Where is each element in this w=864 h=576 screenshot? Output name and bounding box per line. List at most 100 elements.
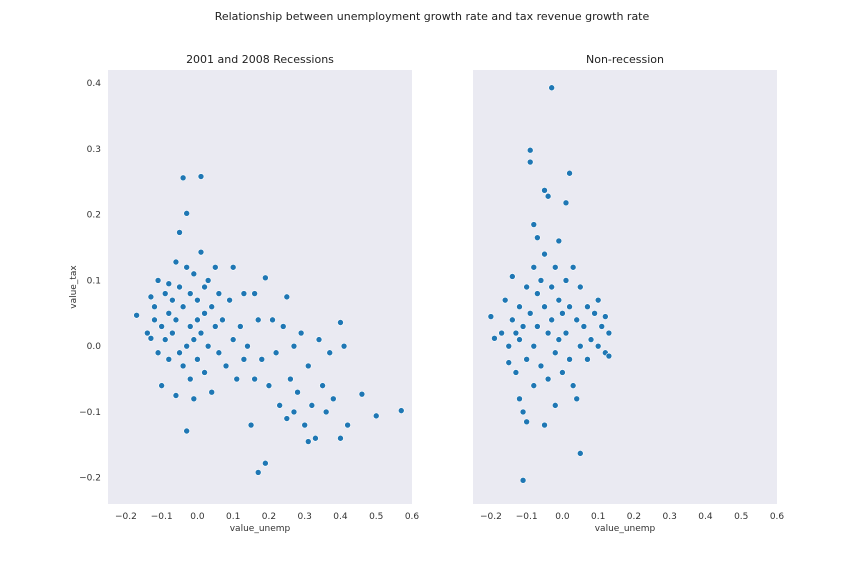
scatter-point-recessions xyxy=(244,342,251,350)
scatter-point-recessions xyxy=(229,336,237,343)
scatter-point-recessions xyxy=(172,392,180,399)
scatter-point-non-recession xyxy=(541,303,548,311)
scatter-point-recessions xyxy=(319,382,326,389)
x-axis-label-non-recession: value_unemp xyxy=(595,524,656,534)
scatter-point-recessions xyxy=(165,310,173,317)
scatter-point-recessions xyxy=(176,349,183,357)
scatter-points-non-recession xyxy=(487,84,613,484)
scatter-point-recessions xyxy=(194,356,201,363)
scatter-point-recessions xyxy=(254,316,262,324)
x-tick-label-non-recession: 0.3 xyxy=(663,512,677,522)
scatter-point-non-recession xyxy=(573,316,581,324)
scatter-point-recessions xyxy=(179,362,187,370)
scatter-point-non-recession xyxy=(584,356,591,363)
scatter-point-recessions xyxy=(172,258,180,266)
y-tick-label-recessions: −0.2 xyxy=(79,474,101,484)
scatter-point-recessions xyxy=(208,388,216,396)
scatter-point-non-recession xyxy=(551,263,559,271)
scatter-point-non-recession xyxy=(523,283,530,291)
scatter-point-recessions xyxy=(179,303,187,311)
scatter-point-recessions xyxy=(237,323,244,330)
scatter-point-non-recession xyxy=(569,263,577,271)
figure-suptitle: Relationship between unemployment growth… xyxy=(215,10,650,23)
y-tick-label-recessions: 0.3 xyxy=(87,145,101,155)
scatter-point-recessions xyxy=(283,415,291,422)
scatter-point-recessions xyxy=(158,382,165,389)
scatter-point-recessions xyxy=(190,270,198,278)
scatter-point-recessions xyxy=(197,329,205,337)
scatter-point-recessions xyxy=(183,210,190,217)
scatter-point-recessions xyxy=(183,427,190,435)
scatter-point-non-recession xyxy=(569,382,577,389)
scatter-point-non-recession xyxy=(584,303,591,311)
scatter-point-recessions xyxy=(240,290,248,297)
scatter-point-recessions xyxy=(176,229,183,236)
scatter-point-recessions xyxy=(147,334,155,342)
scatter-point-non-recession xyxy=(594,342,602,350)
scatter-point-recessions xyxy=(201,283,208,291)
scatter-point-recessions xyxy=(297,329,305,337)
x-tick-label-non-recession: 0.2 xyxy=(627,512,641,522)
scatter-point-recessions xyxy=(226,296,233,304)
scatter-point-non-recession xyxy=(491,334,498,342)
scatter-point-recessions xyxy=(183,263,190,271)
scatter-point-recessions xyxy=(144,329,151,337)
scatter-point-recessions xyxy=(340,342,348,350)
scatter-point-recessions xyxy=(265,382,273,389)
x-tick-label-non-recession: 0.4 xyxy=(698,512,713,522)
scatter-point-non-recession xyxy=(512,369,520,376)
scatter-point-non-recession xyxy=(530,342,538,350)
scatter-point-non-recession xyxy=(551,402,559,409)
scatter-point-recessions xyxy=(372,412,380,420)
x-axis-label-recessions: value_unemp xyxy=(230,524,291,534)
panel-recessions: 2001 and 2008 Recessions −0.2 −0.1 0.0 0.1 0… xyxy=(69,53,419,534)
scatter-point-non-recession xyxy=(537,362,545,370)
scatter-point-non-recession xyxy=(555,237,563,245)
scatter-point-non-recession xyxy=(551,349,559,357)
scatter-point-recessions xyxy=(211,263,219,271)
x-tick-label-recessions: −0.1 xyxy=(151,512,173,522)
x-tick-label-recessions: 0.0 xyxy=(190,512,205,522)
scatter-point-recessions xyxy=(165,356,173,363)
x-tick-label-recessions: 0.6 xyxy=(405,512,420,522)
scatter-point-recessions xyxy=(151,303,158,311)
scatter-point-non-recession xyxy=(555,336,563,343)
scatter-point-non-recession xyxy=(541,187,548,194)
scatter-point-recessions xyxy=(279,323,287,330)
scatter-point-non-recession xyxy=(534,290,541,297)
x-tick-label-recessions: −0.2 xyxy=(115,512,137,522)
scatter-point-recessions xyxy=(204,342,212,350)
scatter-point-recessions xyxy=(215,290,223,297)
scatter-point-non-recession xyxy=(598,323,606,330)
scatter-point-non-recession xyxy=(559,310,566,317)
y-tick-label-recessions: 0.2 xyxy=(87,211,101,221)
scatter-point-recessions xyxy=(283,293,291,301)
scatter-point-non-recession xyxy=(562,277,570,284)
scatter-point-recessions xyxy=(344,421,351,429)
panel-title-recessions: 2001 and 2008 Recessions xyxy=(186,53,334,66)
scatter-point-non-recession xyxy=(501,296,509,304)
scatter-point-non-recession xyxy=(541,421,548,429)
scatter-point-recessions xyxy=(154,277,162,284)
scatter-point-recessions xyxy=(304,438,312,445)
scatter-point-recessions xyxy=(301,421,309,429)
scatter-point-recessions xyxy=(186,375,194,383)
scatter-point-recessions xyxy=(154,349,162,357)
x-tick-label-non-recession: 0.1 xyxy=(591,512,605,522)
y-tick-label-recessions: 0.1 xyxy=(87,276,101,286)
scatter-point-recessions xyxy=(262,459,269,467)
x-tick-labels-non-recession: −0.2 −0.1 0.0 0.1 0.2 0.3 0.4 0.5 0.6 xyxy=(480,512,784,522)
scatter-point-non-recession xyxy=(519,408,527,416)
scatter-point-non-recession xyxy=(523,418,530,426)
scatter-point-recessions xyxy=(183,342,190,350)
scatter-point-recessions xyxy=(219,316,226,324)
scatter-point-non-recession xyxy=(512,329,520,337)
scatter-point-non-recession xyxy=(526,158,534,166)
scatter-point-recessions xyxy=(358,390,366,398)
scatter-point-non-recession xyxy=(537,277,545,284)
scatter-point-recessions xyxy=(240,356,248,363)
scatter-point-recessions xyxy=(197,248,205,256)
scatter-point-non-recession xyxy=(544,329,552,337)
scatter-point-recessions xyxy=(211,323,219,330)
scatter-point-recessions xyxy=(215,349,223,357)
